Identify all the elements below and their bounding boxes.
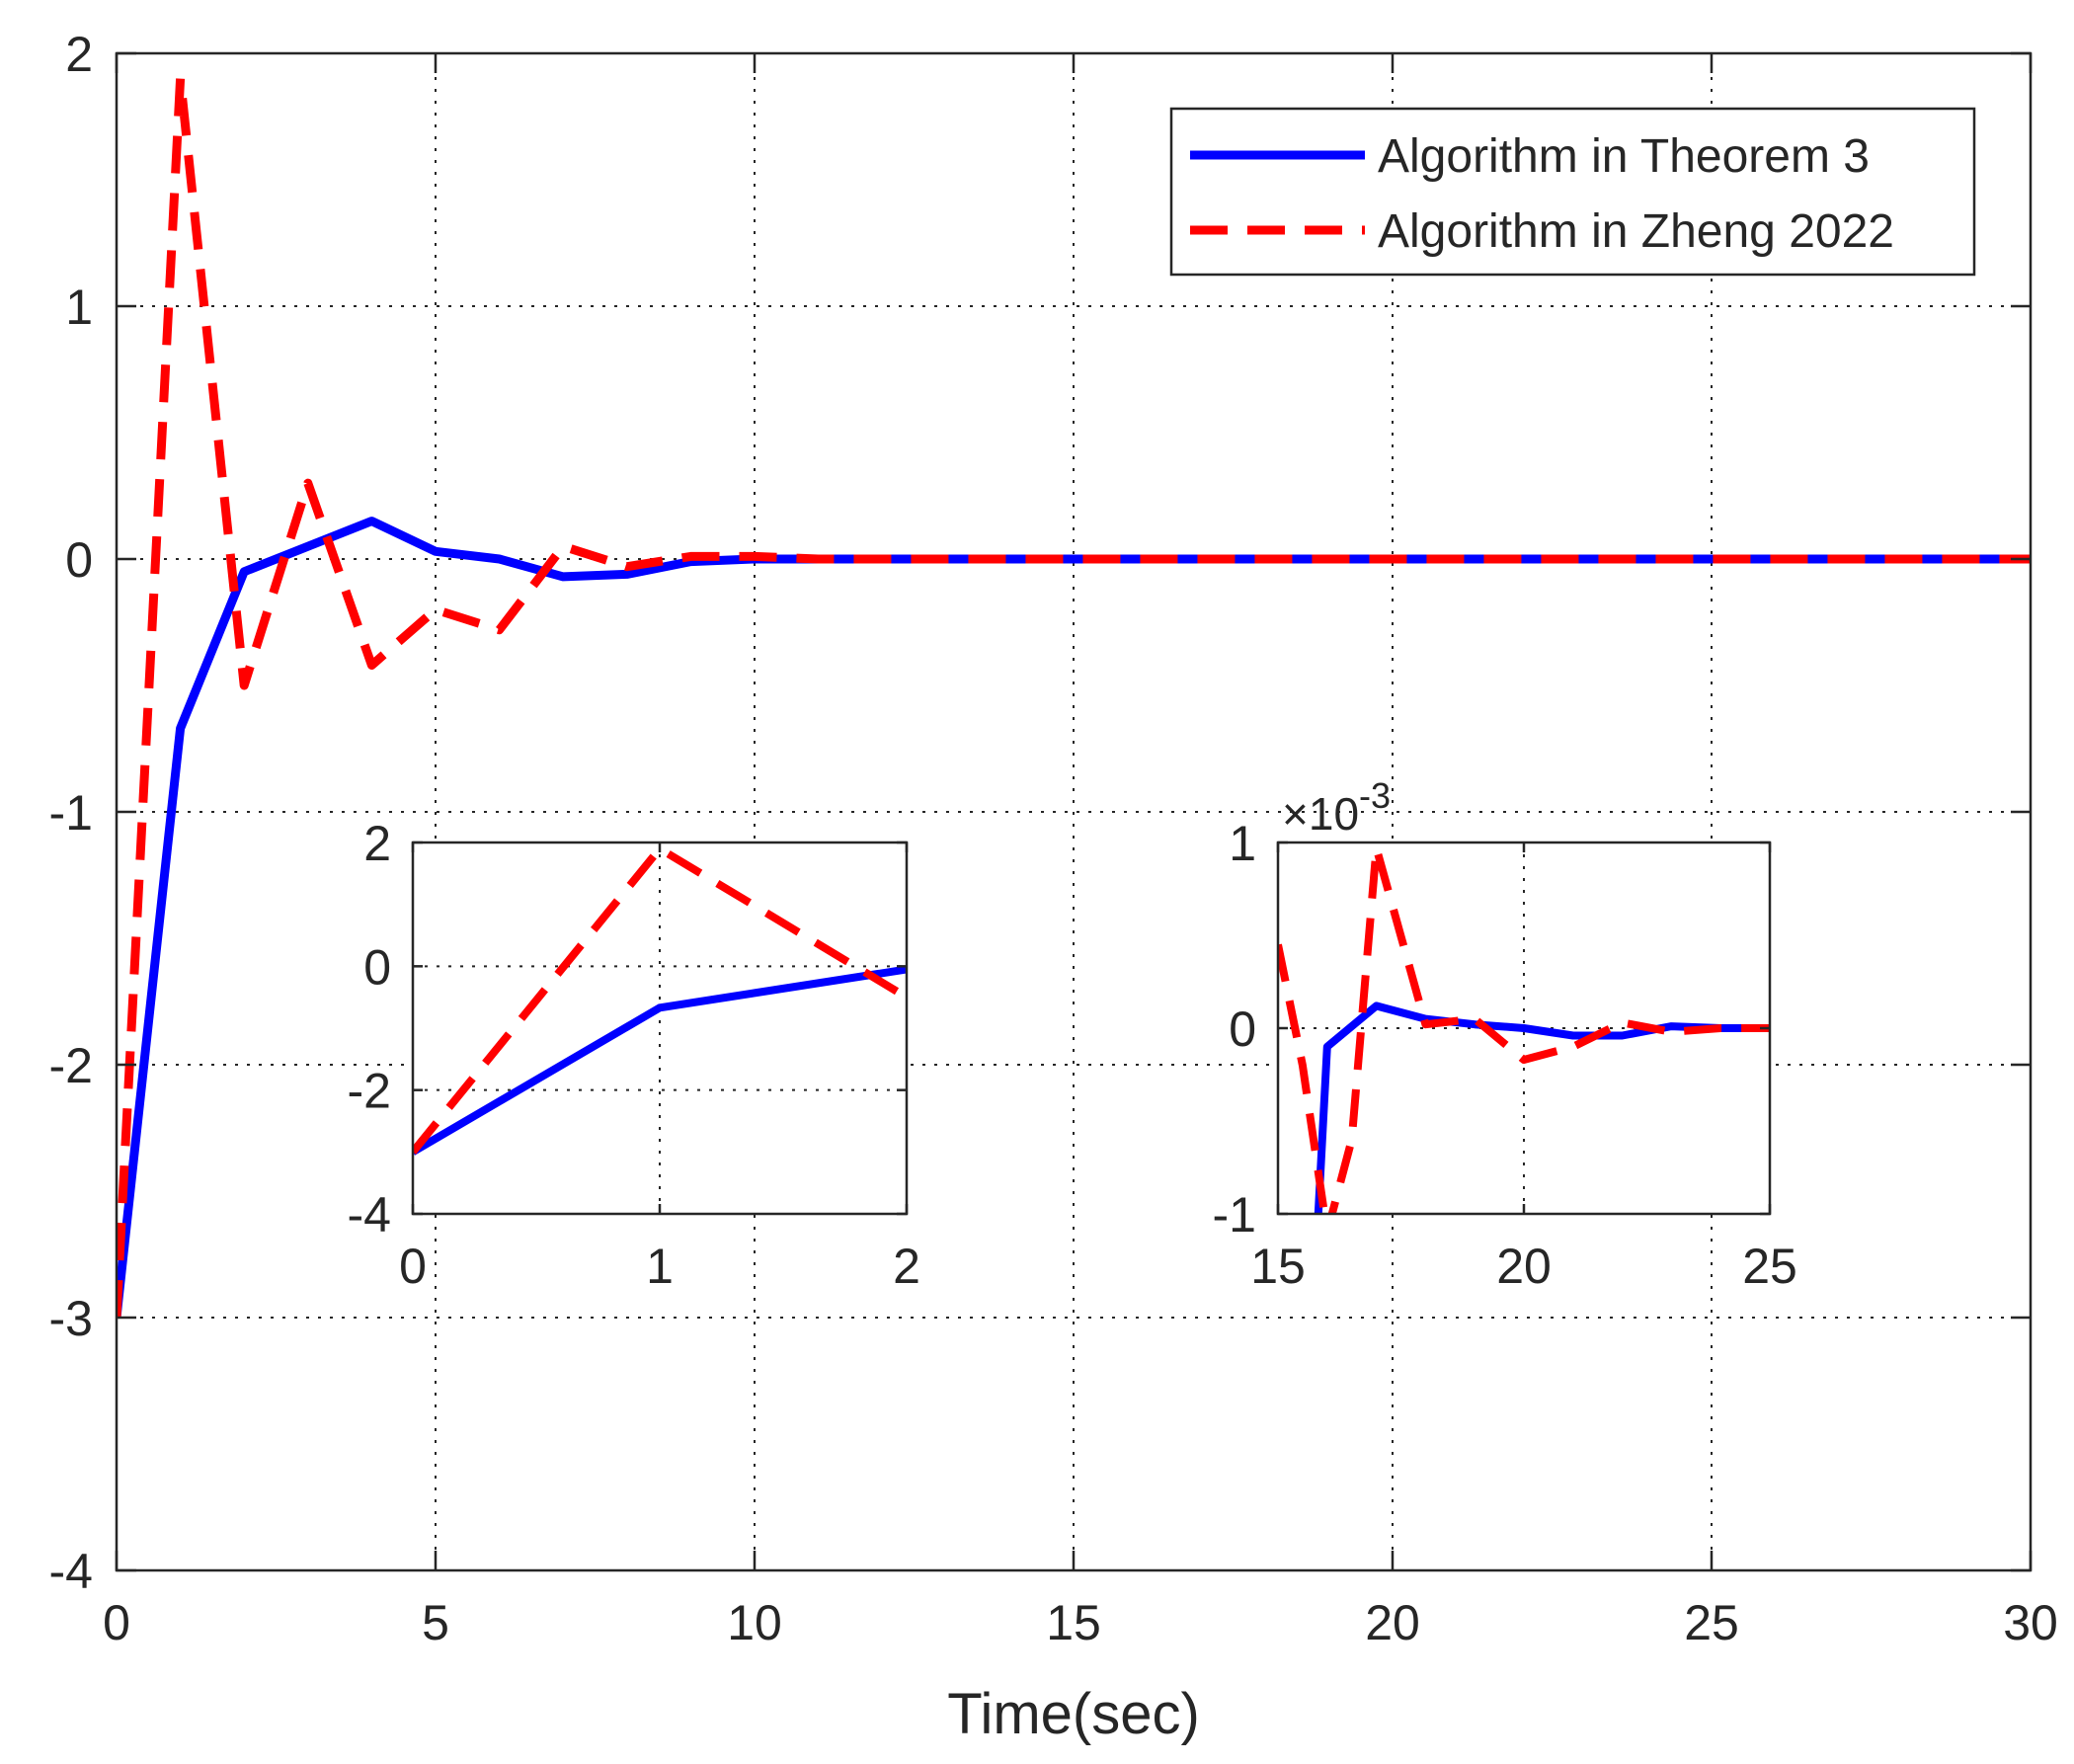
inset-left-tick-marks (411, 841, 909, 1216)
inset-left-y-tick-label: 0 (363, 939, 391, 995)
inset-right-axes: 15 20 25 -1 0 1 ×10-3 (1213, 775, 1797, 1294)
main-x-tick-labels: 0 5 10 15 20 25 30 (103, 1595, 2058, 1650)
inset-right-tick-marks (1276, 841, 1772, 1216)
inset-right-y-tick-label: 0 (1229, 1002, 1256, 1057)
inset-right-y-tick-label: 1 (1229, 816, 1256, 871)
inset-left-series-zheng2022 (413, 844, 907, 1155)
main-x-tick-label: 5 (422, 1595, 449, 1650)
legend-box (1169, 107, 1976, 277)
inset-left-y-tick-labels: -4 -2 0 2 (348, 816, 391, 1243)
inset-left-plot-area (413, 842, 907, 1214)
inset-left-x-tick-label: 1 (646, 1239, 674, 1294)
main-x-tick-label: 15 (1046, 1595, 1101, 1650)
exponent-power: -3 (1359, 775, 1391, 816)
main-series-lines (117, 74, 2031, 1319)
inset-left-x-tick-label: 2 (893, 1239, 920, 1294)
legend-label-theorem3: Algorithm in Theorem 3 (1378, 130, 1870, 183)
inset-right-grid (1278, 842, 1770, 1214)
main-y-tick-labels: -4 -3 -2 -1 0 1 2 (49, 27, 93, 1599)
main-x-tick-label: 0 (103, 1595, 130, 1650)
inset-right-series-lines (1278, 843, 1770, 1214)
inset-left-axes: 0 1 2 -4 -2 0 2 (348, 816, 920, 1294)
legend-label-zheng2022: Algorithm in Zheng 2022 (1378, 205, 1894, 258)
main-y-tick-label: -1 (49, 785, 93, 841)
inset-right-x-tick-label: 15 (1250, 1239, 1306, 1294)
main-x-tick-label: 30 (2003, 1595, 2058, 1650)
inset-right-exponent-label: ×10-3 (1282, 775, 1391, 840)
main-y-tick-label: 0 (65, 532, 93, 588)
main-x-tick-label: 25 (1684, 1595, 1739, 1650)
x-axis-title: Time(sec) (947, 1682, 1200, 1746)
main-grid (117, 53, 2031, 1570)
inset-left-series-theorem3 (413, 965, 907, 1156)
inset-left-y-tick-label: -4 (348, 1187, 391, 1243)
inset-right-x-tick-labels: 15 20 25 (1250, 1239, 1797, 1294)
inset-left-y-tick-label: -2 (348, 1064, 391, 1119)
inset-right-x-tick-label: 20 (1496, 1239, 1552, 1294)
main-series-theorem3 (117, 517, 2031, 1319)
main-tick-marks (115, 51, 2033, 1572)
main-y-tick-label: -4 (49, 1544, 93, 1599)
inset-left-y-tick-label: 2 (363, 816, 391, 871)
inset-right-y-tick-label: -1 (1213, 1187, 1256, 1243)
inset-left-x-tick-labels: 0 1 2 (399, 1239, 920, 1294)
main-x-tick-label: 20 (1365, 1595, 1420, 1650)
inset-right-y-tick-labels: -1 0 1 (1213, 816, 1256, 1243)
inset-left-x-tick-label: 0 (399, 1239, 427, 1294)
exponent-base: ×10 (1282, 788, 1359, 840)
inset-left-series-lines (413, 844, 907, 1156)
main-y-tick-label: 2 (65, 27, 93, 82)
main-y-tick-label: -2 (49, 1038, 93, 1093)
inset-left-grid (413, 842, 907, 1214)
legend: Algorithm in Theorem 3 Algorithm in Zhen… (1169, 107, 1976, 277)
main-x-tick-label: 10 (727, 1595, 782, 1650)
inset-right-x-tick-label: 25 (1742, 1239, 1797, 1294)
main-y-tick-label: 1 (65, 280, 93, 335)
main-y-tick-label: -3 (49, 1291, 93, 1346)
